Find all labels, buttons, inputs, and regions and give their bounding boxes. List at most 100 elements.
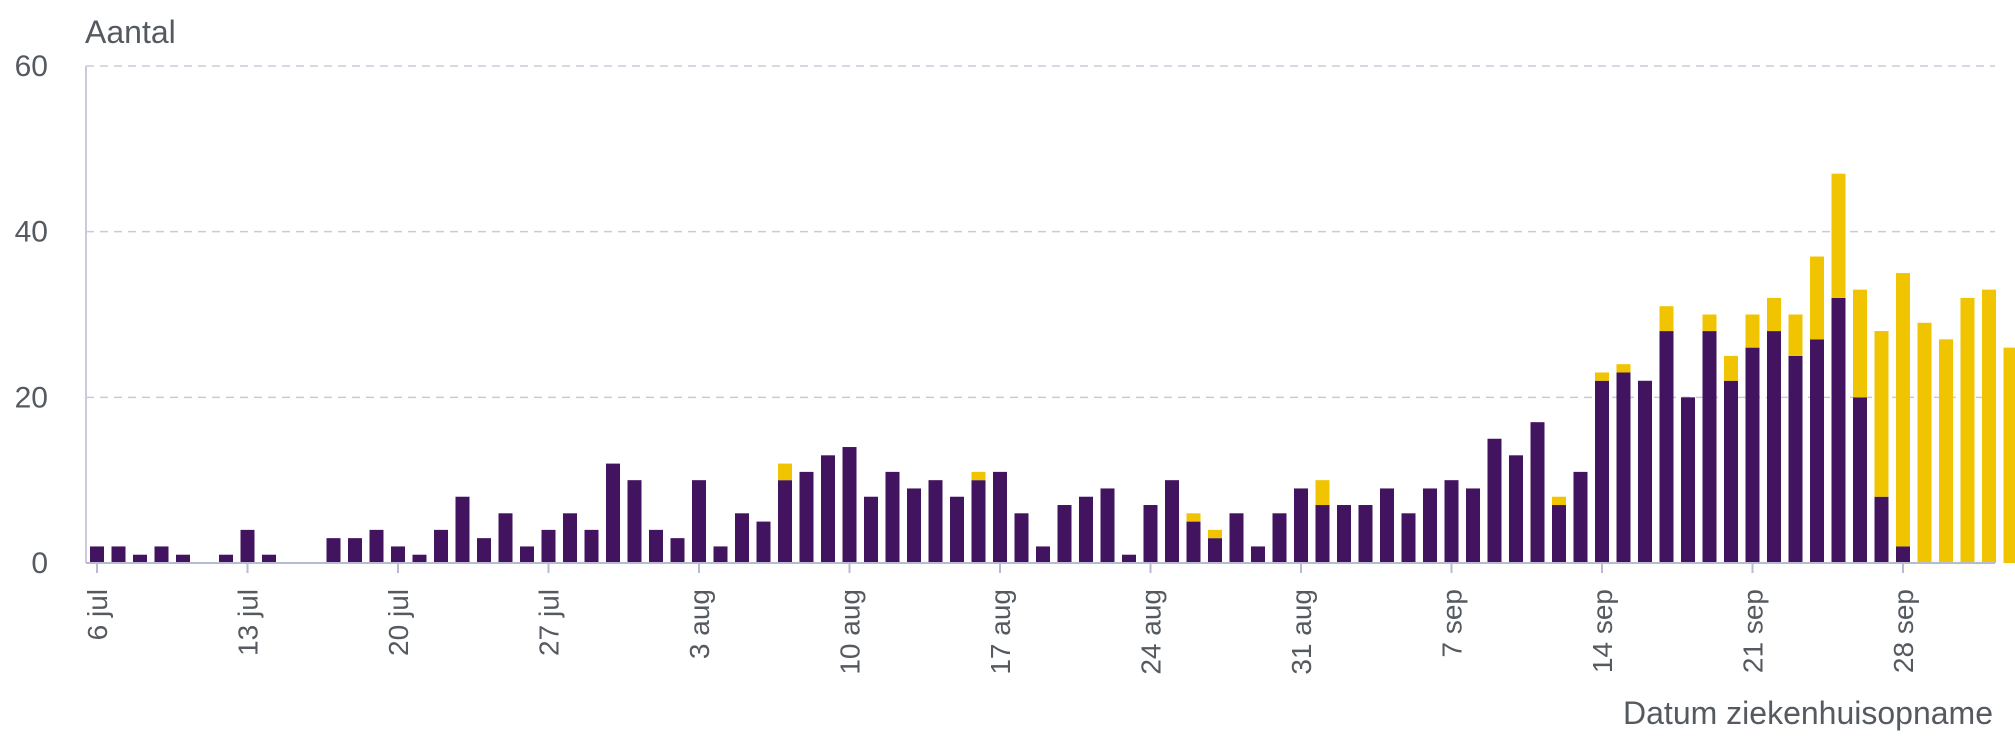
bar-series-1 [1487, 438, 1502, 563]
bar-series-1 [520, 546, 534, 563]
bar-series-2 [1595, 372, 1609, 381]
bar-series-1 [1165, 480, 1179, 563]
bar-series-2 [1724, 355, 1738, 381]
bar-series-1 [348, 538, 362, 563]
bar-series-1 [176, 554, 190, 563]
bar-series-1 [1380, 488, 1394, 563]
bar-series-1 [1745, 347, 1760, 563]
bar-series-1 [950, 496, 964, 563]
bar-series-2 [1315, 480, 1330, 506]
bar-series-2 [1186, 513, 1201, 522]
bar-series-1 [649, 529, 663, 563]
bar-series-1 [1294, 488, 1308, 563]
y-tick-label: 60 [15, 50, 48, 83]
bar-series-1 [563, 513, 577, 563]
bar-series-1 [1272, 513, 1287, 563]
bar-series-2 [1853, 289, 1867, 398]
x-tick-label: 24 aug [1136, 589, 1167, 675]
bar-series-1 [713, 546, 728, 563]
x-tick-label: 27 jul [534, 589, 565, 656]
bar-series-1 [477, 538, 491, 563]
bar-series-1 [1251, 546, 1265, 563]
bar-series-2 [1788, 314, 1803, 356]
x-tick-label: 31 aug [1286, 589, 1317, 675]
bar-series-1 [627, 480, 642, 563]
bar-series-1 [1831, 297, 1846, 563]
bar-series-2 [1896, 273, 1910, 547]
bar-series-1 [369, 529, 384, 563]
bar-series-1 [1659, 331, 1674, 563]
bar-series-1 [1186, 521, 1201, 563]
bar-series-1 [1423, 488, 1437, 563]
bar-series-2 [1552, 496, 1566, 506]
bar-series-1 [1509, 455, 1523, 563]
x-tick-label: 28 sep [1888, 589, 1919, 673]
bar-series-1 [1079, 496, 1093, 563]
bar-series-1 [1057, 505, 1072, 563]
bar-series-1 [907, 488, 921, 563]
bar-series-1 [842, 447, 857, 563]
bar-series-1 [240, 529, 255, 563]
bar-series-2 [1982, 289, 1996, 563]
bar-series-2 [1745, 314, 1760, 348]
bar-series-1 [1724, 380, 1738, 563]
bar-series-1 [391, 546, 405, 563]
bar-series-2 [1960, 297, 1975, 563]
bar-series-1 [1337, 505, 1351, 563]
x-tick-label: 6 jul [82, 589, 113, 640]
bar-series-1 [1896, 546, 1910, 563]
bar-series-1 [1014, 513, 1029, 563]
bar-series-1 [821, 455, 835, 563]
bar-series-1 [1681, 397, 1695, 563]
bar-series-2 [1917, 322, 1932, 563]
x-tick-label: 13 jul [233, 589, 264, 656]
bar-series-1 [971, 480, 986, 563]
x-tick-label: 3 aug [684, 589, 715, 659]
bar-series-1 [1767, 331, 1781, 563]
bar-series-2 [1939, 339, 1953, 563]
bar-series-1 [799, 471, 814, 563]
bar-series-2 [2003, 347, 2015, 563]
bar-series-1 [434, 529, 448, 563]
bar-series-1 [1595, 380, 1609, 563]
bar-series-2 [1831, 173, 1846, 298]
bar-series-2 [1702, 314, 1717, 332]
bar-series-1 [90, 546, 104, 563]
bar-series-1 [1552, 505, 1566, 563]
bar-series-1 [1122, 554, 1136, 563]
bar-series-1 [1616, 372, 1631, 563]
bar-series-1 [455, 496, 470, 563]
x-tick-label: 20 jul [383, 589, 414, 656]
bar-series-1 [1229, 513, 1244, 563]
bar-series-2 [1659, 306, 1674, 332]
y-axis-label: Aantal [85, 14, 176, 50]
bar-series-2 [1208, 529, 1222, 539]
y-tick-label: 40 [15, 216, 48, 249]
bar-series-1 [993, 471, 1007, 563]
bar-series-1 [1874, 496, 1889, 563]
bar-series-1 [1638, 380, 1652, 563]
bar-series-1 [864, 496, 878, 563]
bar-series-1 [1100, 488, 1115, 563]
bar-series-1 [1444, 480, 1459, 563]
bar-series-2 [778, 463, 792, 481]
bar-series-1 [154, 546, 169, 563]
bar-series-1 [1208, 538, 1222, 563]
bar-series-2 [1767, 297, 1781, 332]
bar-series-1 [735, 513, 749, 563]
bar-series-1 [885, 471, 900, 563]
bar-series-1 [692, 480, 706, 563]
bar-series-1 [262, 554, 276, 563]
bar-series-1 [1573, 471, 1588, 563]
bar-series-1 [111, 546, 126, 563]
bar-series-1 [928, 480, 943, 563]
bar-series-1 [1143, 505, 1158, 563]
bar-series-1 [1788, 355, 1803, 563]
x-tick-label: 14 sep [1587, 589, 1618, 673]
bar-series-1 [756, 521, 771, 563]
x-tick-label: 17 aug [985, 589, 1016, 675]
bar-series-1 [133, 554, 147, 563]
bar-series-1 [1853, 397, 1867, 563]
